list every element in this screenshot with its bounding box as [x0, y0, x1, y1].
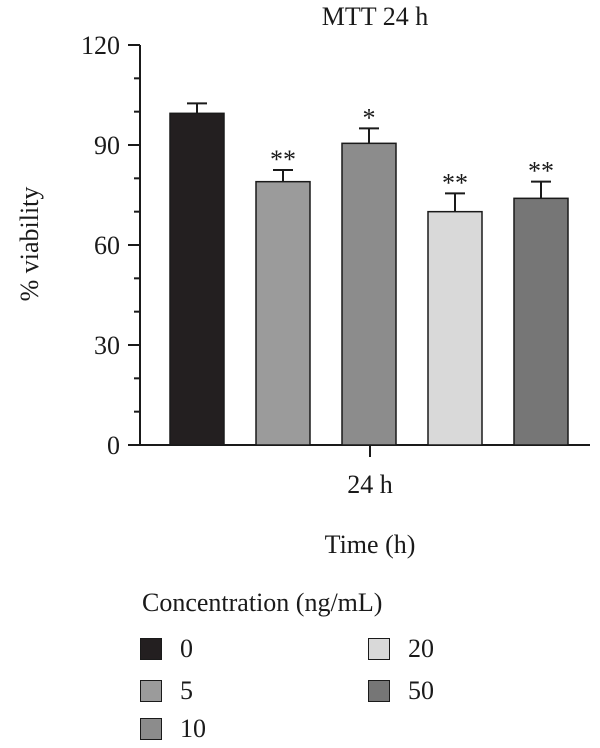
x-axis-label: Time (h)	[324, 530, 416, 559]
legend-label: 5	[180, 676, 193, 705]
y-tick-label: 120	[81, 31, 120, 60]
bar-50	[513, 197, 569, 446]
legend-swatch	[368, 638, 390, 660]
legend-label: 50	[408, 676, 434, 705]
significance-20: **	[442, 168, 468, 197]
y-tick-label: 60	[94, 231, 120, 260]
legend-item-0: 0	[140, 634, 193, 664]
significance-10: *	[363, 103, 376, 132]
y-tick-label: 30	[94, 331, 120, 360]
bar-5	[255, 180, 311, 446]
legend-label: 0	[180, 634, 193, 663]
legend-label: 10	[180, 714, 206, 743]
x-tick-label: 24 h	[347, 470, 393, 499]
legend-title: Concentration (ng/mL)	[142, 588, 383, 617]
significance-5: **	[270, 145, 296, 174]
legend-item-50: 50	[368, 676, 434, 706]
y-tick-label: 0	[107, 431, 120, 460]
legend-item-20: 20	[368, 634, 434, 664]
legend-item-10: 10	[140, 714, 206, 744]
y-tick-label: 90	[94, 131, 120, 160]
bar-0	[169, 112, 225, 446]
legend-swatch	[140, 718, 162, 740]
legend-swatch	[140, 638, 162, 660]
bar-10	[341, 142, 397, 446]
legend-item-5: 5	[140, 676, 193, 706]
legend-label: 20	[408, 634, 434, 663]
legend-swatch	[368, 680, 390, 702]
chart-title: MTT 24 h	[321, 2, 429, 31]
legend-swatch	[140, 680, 162, 702]
bar-20	[427, 210, 483, 446]
significance-50: **	[528, 157, 554, 186]
